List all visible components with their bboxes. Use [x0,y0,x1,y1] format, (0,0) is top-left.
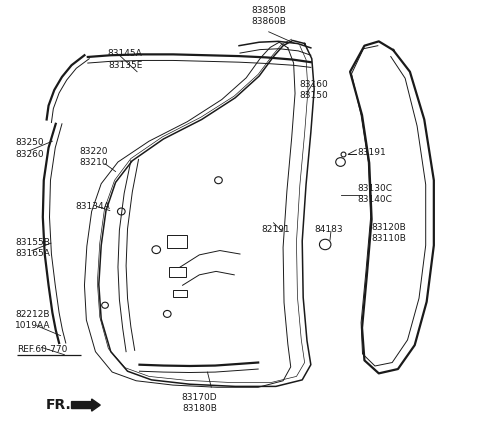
Text: 83850B
83860B: 83850B 83860B [251,6,286,26]
Text: 83170D
83180B: 83170D 83180B [181,393,217,413]
FancyArrow shape [72,399,100,411]
Text: FR.: FR. [46,398,72,412]
Text: 83145A
83135E: 83145A 83135E [108,49,143,69]
Text: 82212B
1019AA: 82212B 1019AA [15,310,50,330]
Text: 82191: 82191 [262,225,290,235]
Bar [167,236,187,247]
Text: 84183: 84183 [314,225,343,235]
Text: 83134A: 83134A [75,201,109,211]
Text: 83220
83210: 83220 83210 [80,147,108,167]
Text: REF.60-770: REF.60-770 [17,345,68,354]
Text: 83120B
83110B: 83120B 83110B [372,223,407,243]
Text: 83130C
83140C: 83130C 83140C [357,184,392,204]
Text: 83191: 83191 [357,148,386,156]
Text: 83160
83150: 83160 83150 [300,80,329,100]
Text: 83155B
83165A: 83155B 83165A [15,238,50,258]
Text: 83250
83260: 83250 83260 [15,139,44,159]
Bar [173,290,187,298]
Bar [169,267,186,277]
